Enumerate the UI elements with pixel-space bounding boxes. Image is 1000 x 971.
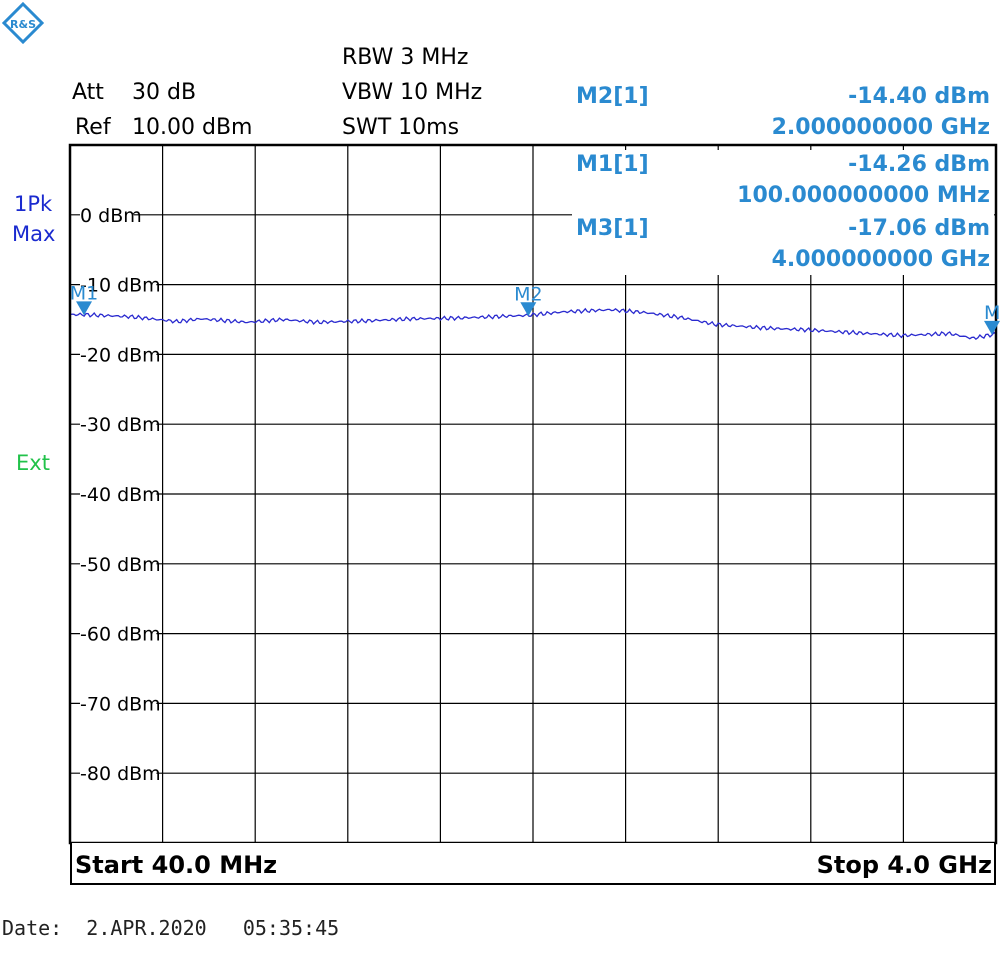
att-label: Att: [72, 80, 104, 105]
marker-m2-level: -14.40 dBm: [848, 84, 990, 109]
y-tick-label-bg: [80, 619, 157, 646]
y-tick-label-bg: [80, 759, 157, 786]
y-tick-label-bg: [80, 340, 157, 367]
y-tick-label-bg: [80, 549, 157, 576]
marker-triangle: [520, 302, 537, 317]
y-tick-label: -40 dBm: [80, 484, 161, 506]
marker-m2-name: M2[1]: [576, 84, 649, 109]
y-tick-label: -70 dBm: [80, 693, 161, 715]
rs-logo: R&S: [1, 1, 45, 45]
vbw-setting: VBW 10 MHz: [342, 80, 483, 105]
y-tick-label: -60 dBm: [80, 624, 161, 646]
trigger-ext: Ext: [16, 451, 50, 475]
y-tick-label: -30 dBm: [80, 414, 161, 436]
marker-m1-name: M1[1]: [576, 152, 649, 177]
marker-triangle: [76, 301, 93, 316]
y-tick-label: -50 dBm: [80, 554, 161, 576]
marker-tag: M2: [514, 283, 542, 305]
y-tick-label-bg: [80, 270, 157, 297]
trace-mode-max: Max: [12, 222, 56, 246]
marker-triangle: [984, 320, 1000, 335]
timestamp: Date: 2.APR.2020 05:35:45: [2, 916, 340, 940]
y-tick-label-bg: [80, 480, 157, 506]
marker-m3-level: -17.06 dBm: [848, 216, 990, 241]
y-tick-label: 0 dBm: [80, 205, 142, 227]
rbw-setting: RBW 3 MHz: [342, 45, 469, 70]
marker-m2-freq: 2.000000000 GHz: [771, 115, 990, 140]
marker-m3-name: M3[1]: [576, 216, 649, 241]
y-tick-label: -20 dBm: [80, 344, 161, 366]
footer-bar: [70, 843, 996, 885]
marker-m1-level: -14.26 dBm: [848, 152, 990, 177]
y-tick-label-bg: [80, 200, 134, 227]
marker-tag: M: [984, 302, 1000, 324]
swt-setting: SWT 10ms: [342, 115, 460, 140]
logo-text: R&S: [10, 18, 36, 31]
ref-label: Ref: [75, 115, 111, 140]
marker-m1-freq: 100.000000000 MHz: [737, 183, 990, 208]
marker-m3-freq: 4.000000000 GHz: [771, 247, 990, 272]
att-value: 30 dB: [132, 80, 197, 105]
ref-value: 10.00 dBm: [132, 115, 253, 140]
y-tick-label: -80 dBm: [80, 763, 161, 785]
marker-tag: M1: [70, 282, 98, 304]
stop-frequency: Stop 4.0 GHz: [816, 851, 992, 879]
y-tick-label-bg: [80, 689, 157, 716]
start-frequency: Start 40.0 MHz: [75, 851, 278, 879]
y-tick-label: -10 dBm: [80, 275, 161, 297]
y-tick-label-bg: [80, 410, 157, 437]
trace-mode-peak: 1Pk: [14, 192, 53, 216]
trace-line: [69, 307, 997, 341]
marker-table-bg: [572, 150, 994, 275]
